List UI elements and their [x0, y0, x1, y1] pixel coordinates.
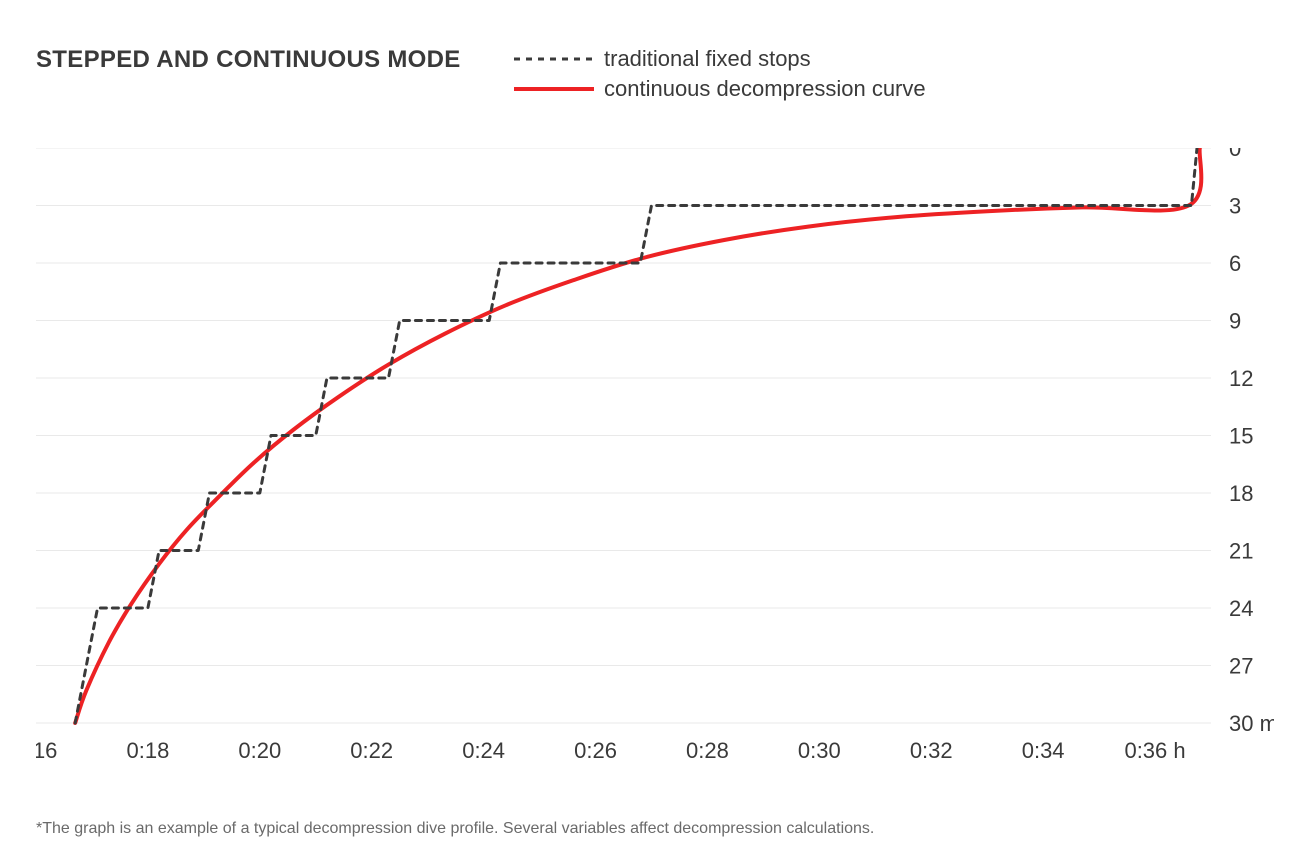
- legend-item-stepped: traditional fixed stops: [514, 44, 926, 74]
- x-tick-label: 0:20: [238, 738, 281, 763]
- chart: 036912151821242730 m 0:160:180:200:220:2…: [36, 148, 1274, 758]
- page: STEPPED AND CONTINUOUS MODE traditional …: [0, 0, 1310, 856]
- x-tick-label: 0:16: [36, 738, 57, 763]
- y-axis-labels: 0 3 6 9 12 15 18 21 24 27 30 m: [1229, 148, 1274, 736]
- y-tick-label: 3: [1229, 194, 1241, 219]
- gridlines: [36, 148, 1211, 723]
- legend-label-curve: continuous decompression curve: [604, 76, 926, 102]
- y-tick-label: 21: [1229, 539, 1253, 564]
- header: STEPPED AND CONTINUOUS MODE traditional …: [36, 46, 1274, 106]
- x-tick-label: 0:26: [574, 738, 617, 763]
- footnote: *The graph is an example of a typical de…: [36, 820, 874, 838]
- y-tick-label: 9: [1229, 309, 1241, 334]
- x-tick-label: 0:18: [126, 738, 169, 763]
- y-tick-label: 12: [1229, 366, 1253, 391]
- y-tick-label: 0: [1229, 148, 1241, 161]
- legend: traditional fixed stops continuous decom…: [514, 44, 926, 104]
- x-tick-label: 0:36 h: [1124, 738, 1185, 763]
- legend-label-stepped: traditional fixed stops: [604, 46, 811, 72]
- y-tick-label: 27: [1229, 654, 1253, 679]
- chart-svg: 0 3 6 9 12 15 18 21 24 27 30 m 0:16 0:18 0:20 0:22 0:2…: [36, 148, 1274, 788]
- x-tick-label: 0:34: [1022, 738, 1065, 763]
- x-tick-label: 0:24: [462, 738, 505, 763]
- legend-swatch-curve: [514, 79, 594, 99]
- legend-swatch-stepped: [514, 49, 594, 69]
- y-tick-label: 15: [1229, 424, 1253, 449]
- x-tick-label: 0:32: [910, 738, 953, 763]
- x-axis-labels: 0:16 0:18 0:20 0:22 0:24 0:26 0:28 0:30 0:32 0:34…: [36, 738, 1186, 763]
- y-tick-label: 6: [1229, 251, 1241, 276]
- y-tick-label: 18: [1229, 481, 1253, 506]
- x-tick-label: 0:30: [798, 738, 841, 763]
- x-tick-label: 0:22: [350, 738, 393, 763]
- legend-item-curve: continuous decompression curve: [514, 74, 926, 104]
- y-tick-label: 24: [1229, 596, 1253, 621]
- x-tick-label: 0:28: [686, 738, 729, 763]
- y-tick-label: 30 m: [1229, 711, 1274, 736]
